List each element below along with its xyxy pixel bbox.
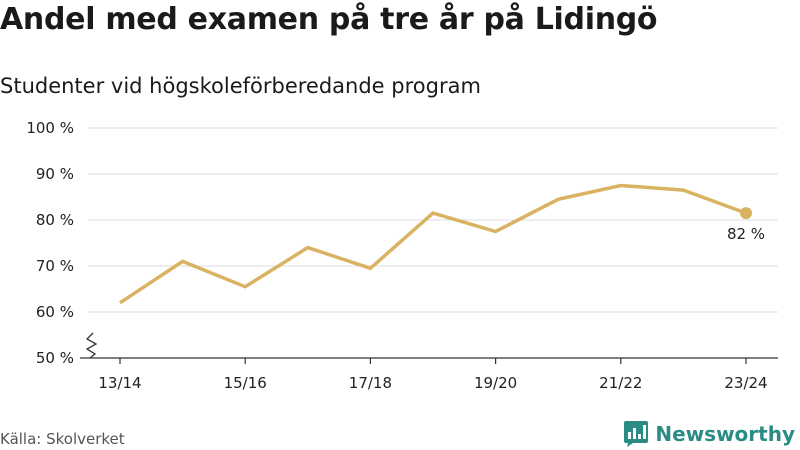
series-group: 82 %: [119, 183, 765, 305]
y-tick-label: 100 %: [26, 119, 74, 137]
x-tick-label: 19/20: [474, 374, 517, 392]
chart-title: Andel med examen på tre år på Lidingö: [0, 2, 658, 37]
end-point-marker: [740, 207, 752, 220]
source-note: Källa: Skolverket: [0, 430, 125, 448]
newsworthy-logo-icon: [624, 421, 649, 447]
axis-break: [85, 332, 98, 359]
x-tick-label: 17/18: [349, 374, 392, 392]
x-tick-label: 15/16: [224, 374, 267, 392]
y-tick-label: 70 %: [36, 257, 74, 275]
y-tick-label: 90 %: [36, 165, 74, 183]
x-tick-label: 21/22: [599, 374, 642, 392]
y-tick-label: 50 %: [36, 349, 74, 367]
x-tick-label: 23/24: [724, 374, 767, 392]
brand-logo: Newsworthy: [623, 420, 795, 448]
end-value-label: 82 %: [727, 225, 765, 243]
axis-break-mark: [85, 332, 98, 359]
chart-subtitle: Studenter vid högskoleförberedande progr…: [0, 74, 481, 98]
x-axis-ticks: 13/14 15/16 17/18 19/20 21/22 23/24: [98, 358, 768, 392]
brand-name: Newsworthy: [655, 422, 795, 446]
y-axis-ticks: 50 % 60 % 70 % 80 % 90 % 100 %: [26, 119, 74, 367]
series-line: [119, 183, 747, 305]
x-tick-label: 13/14: [98, 374, 141, 392]
y-tick-label: 80 %: [36, 211, 74, 229]
gridlines: [80, 127, 778, 359]
y-tick-label: 60 %: [36, 303, 74, 321]
